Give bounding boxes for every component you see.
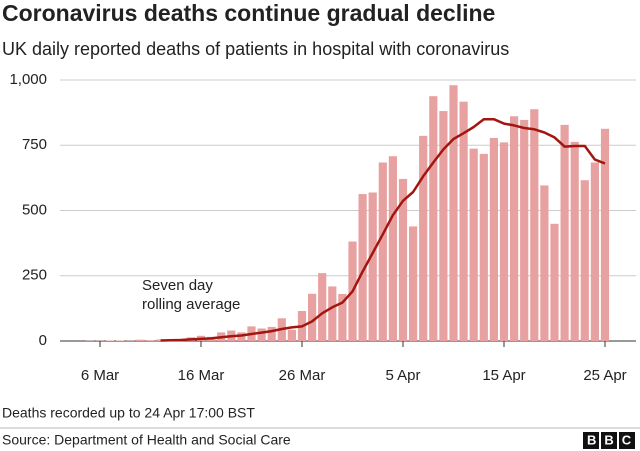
bar: [308, 293, 317, 341]
chart-title: Coronavirus deaths continue gradual decl…: [2, 0, 495, 26]
bar: [378, 162, 387, 341]
y-tick-label: 750: [22, 136, 47, 153]
bar: [439, 111, 448, 342]
y-tick-label: 0: [39, 332, 47, 349]
bar: [560, 124, 569, 341]
bar: [267, 326, 276, 341]
logo-box: [619, 432, 635, 449]
bar: [358, 194, 367, 341]
y-tick-label: 250: [22, 267, 47, 284]
x-tick-label: 25 Apr: [583, 367, 626, 384]
bar: [388, 156, 397, 341]
note: Deaths recorded up to 24 Apr 17:00 BST: [2, 405, 255, 421]
x-tick-label: 6 Mar: [81, 367, 119, 384]
bar: [540, 185, 549, 341]
bar: [257, 328, 266, 341]
annotation: Seven day: [142, 277, 213, 294]
bar: [136, 339, 145, 341]
bar: [469, 148, 478, 341]
bar: [550, 223, 559, 341]
y-tick-label: 500: [22, 201, 47, 218]
bar: [287, 329, 296, 341]
x-tick-label: 5 Apr: [385, 367, 420, 384]
bar: [368, 192, 377, 341]
bar: [116, 340, 125, 341]
y-tick-label: 1,000: [9, 71, 47, 88]
logo-box: [601, 432, 617, 449]
bar: [530, 109, 539, 342]
bar: [510, 116, 519, 342]
x-tick-label: 26 Mar: [279, 367, 326, 384]
bar: [459, 101, 468, 342]
bar: [570, 141, 579, 341]
bar: [338, 294, 347, 341]
source: Source: Department of Health and Social …: [2, 432, 291, 448]
logo-text: BBC: [587, 432, 639, 447]
bar: [600, 128, 610, 341]
bar: [590, 162, 599, 341]
chart-subtitle: UK daily reported deaths of patients in …: [2, 39, 509, 59]
bar: [419, 135, 428, 341]
bar: [449, 85, 458, 341]
bar: [520, 119, 529, 341]
bar: [106, 340, 115, 341]
bar: [146, 340, 155, 341]
bar: [429, 96, 438, 341]
bar: [328, 286, 337, 341]
rolling-average-line: [160, 117, 606, 342]
x-tick-label: 15 Apr: [482, 367, 525, 384]
bar: [479, 153, 488, 341]
annotation: rolling average: [142, 296, 240, 313]
bar: [489, 137, 498, 341]
logo-box: [583, 432, 599, 449]
bar: [398, 178, 408, 341]
bar: [580, 180, 589, 341]
bar: [409, 226, 418, 341]
x-tick-label: 16 Mar: [178, 367, 225, 384]
bar: [318, 273, 327, 341]
logo: BBC: [583, 432, 639, 449]
bar: [499, 142, 509, 341]
